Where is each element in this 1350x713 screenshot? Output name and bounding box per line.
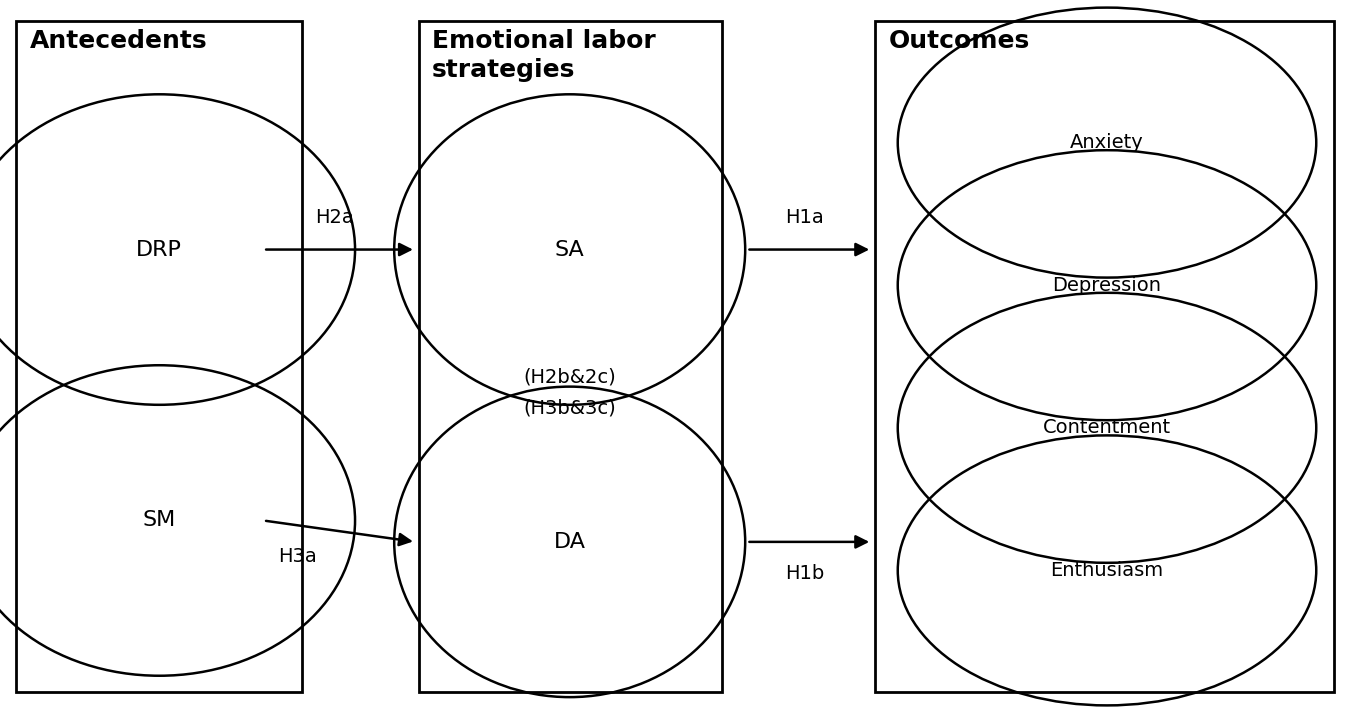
Text: DRP: DRP bbox=[136, 240, 182, 260]
Text: H2a: H2a bbox=[316, 208, 354, 227]
Text: Depression: Depression bbox=[1053, 276, 1161, 294]
Text: Emotional labor
strategies: Emotional labor strategies bbox=[432, 29, 656, 82]
Text: Contentment: Contentment bbox=[1044, 419, 1170, 437]
Text: Outcomes: Outcomes bbox=[888, 29, 1030, 53]
Text: Anxiety: Anxiety bbox=[1071, 133, 1143, 152]
Text: (H2b&2c)
(H3b&3c): (H2b&2c) (H3b&3c) bbox=[524, 367, 616, 417]
Text: Enthusiasm: Enthusiasm bbox=[1050, 561, 1164, 580]
Text: SA: SA bbox=[555, 240, 585, 260]
Bar bbox=[418, 21, 722, 692]
Text: H1a: H1a bbox=[786, 208, 824, 227]
Bar bbox=[16, 21, 302, 692]
Text: DA: DA bbox=[554, 532, 586, 552]
Bar bbox=[875, 21, 1334, 692]
Text: H3a: H3a bbox=[278, 547, 316, 565]
Text: Antecedents: Antecedents bbox=[30, 29, 208, 53]
Text: H1b: H1b bbox=[784, 565, 825, 583]
Text: SM: SM bbox=[143, 511, 176, 530]
